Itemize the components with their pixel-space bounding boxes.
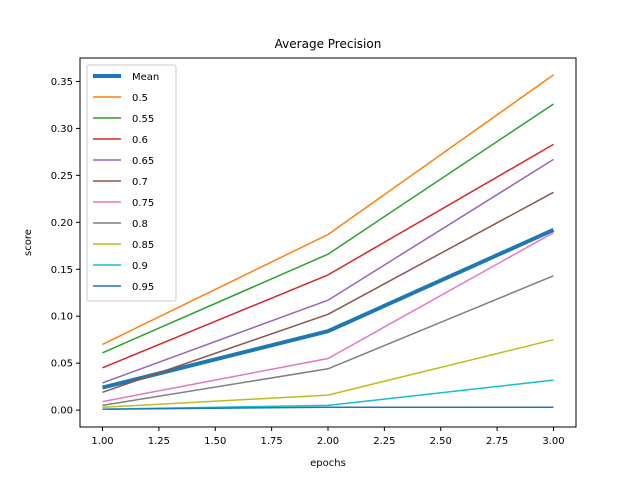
series-line-0-75 — [102, 231, 554, 403]
legend-label: 0.85 — [132, 240, 154, 251]
x-tick-label: 2.50 — [430, 436, 452, 447]
legend-label: 0.95 — [132, 282, 154, 293]
series-line-0-95 — [102, 406, 554, 410]
legend-label: 0.75 — [132, 198, 154, 209]
x-tick-label: 1.25 — [148, 436, 170, 447]
x-tick-label: 3.00 — [542, 436, 564, 447]
series-line-Mean — [102, 227, 555, 390]
legend-label: Mean — [132, 72, 159, 83]
legend-label: 0.65 — [132, 156, 154, 167]
legend-label: 0.7 — [132, 177, 148, 188]
series-line-0-7 — [102, 191, 554, 394]
x-tick-label: 1.50 — [204, 436, 226, 447]
x-axis-ticks: 1.00 1.25 1.50 1.75 2.00 2.25 2.50 2.75 3.00 — [91, 427, 565, 447]
series-lines — [102, 74, 555, 410]
legend-label: 0.6 — [132, 135, 148, 146]
x-tick-label: 2.75 — [486, 436, 508, 447]
series-line-0-8 — [102, 275, 554, 407]
y-tick-label: 0.15 — [51, 265, 73, 276]
series-line-0-85 — [102, 338, 554, 409]
y-tick-label: 0.35 — [51, 77, 73, 88]
y-tick-label: 0.25 — [51, 171, 73, 182]
y-axis-label: score — [23, 229, 34, 256]
y-tick-label: 0.20 — [51, 218, 73, 229]
x-tick-label: 1.00 — [91, 436, 113, 447]
series-line-0-5 — [102, 74, 554, 346]
series-line-0-55 — [102, 103, 554, 354]
x-tick-label: 1.75 — [261, 436, 283, 447]
legend: Mean 0.5 0.55 0.6 0.65 0.7 0.75 0.8 0.85 0.9 0.95 — [86, 64, 177, 302]
legend-label: 0.5 — [132, 93, 148, 104]
y-tick-label: 0.00 — [51, 406, 73, 417]
x-tick-label: 2.00 — [317, 436, 339, 447]
y-tick-label: 0.05 — [51, 359, 73, 370]
y-tick-label: 0.10 — [51, 312, 73, 323]
plot-frame — [79, 57, 577, 428]
series-line-0-65 — [102, 158, 554, 384]
y-tick-label: 0.30 — [51, 124, 73, 135]
x-tick-label: 2.25 — [373, 436, 395, 447]
series-line-0-6 — [102, 143, 554, 369]
chart-title: Average Precision — [275, 37, 382, 51]
x-axis-label: epochs — [310, 458, 346, 469]
legend-label: 0.8 — [132, 219, 148, 230]
y-axis-ticks: 0.00 0.05 0.10 0.15 0.20 0.25 0.30 0.35 — [51, 77, 80, 417]
legend-box — [86, 64, 177, 302]
legend-label: 0.55 — [132, 114, 154, 125]
legend-label: 0.9 — [132, 261, 148, 272]
